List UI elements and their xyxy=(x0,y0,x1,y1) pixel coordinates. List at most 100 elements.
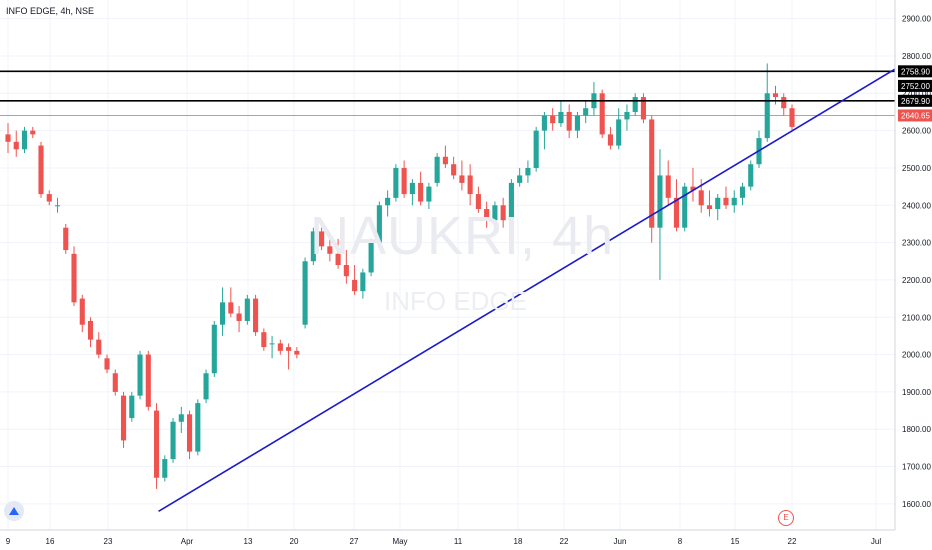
candle-body xyxy=(715,197,721,210)
candle-body xyxy=(87,320,94,340)
price-tick-label: 2000.00 xyxy=(902,351,931,360)
candle-body xyxy=(698,190,704,206)
candle-body xyxy=(583,108,589,116)
candle-body xyxy=(319,231,325,247)
price-axis[interactable]: 1600.00 1700.00 1800.00 1900.00 2000.00 2100.… xyxy=(894,0,932,530)
candle-body xyxy=(739,186,746,198)
candle-body xyxy=(253,298,259,333)
price-level-tag xyxy=(898,109,932,122)
candle-body xyxy=(558,111,564,124)
price-tick-label: 2200.00 xyxy=(902,276,931,285)
candle-body xyxy=(706,205,713,210)
candle-body xyxy=(657,175,663,228)
candle-body xyxy=(129,395,135,419)
candle-body xyxy=(244,298,250,321)
candle-body xyxy=(665,175,671,198)
candle-body xyxy=(459,175,465,183)
time-axis[interactable]: 9 16 23 Apr 13 20 27 May 11 18 22 Jun 8 15 22 Jul xyxy=(0,529,895,546)
price-tick-label: 2100.00 xyxy=(902,313,931,322)
candle-body xyxy=(79,298,85,325)
candle-body xyxy=(145,354,151,407)
candle-body xyxy=(517,175,523,183)
time-tick-label: 22 xyxy=(560,537,569,546)
candle-body xyxy=(178,414,184,422)
candle-body xyxy=(607,134,614,146)
time-tick-label: 23 xyxy=(104,537,113,546)
candle-body xyxy=(616,119,622,146)
candle-body xyxy=(360,272,366,292)
candle-body xyxy=(368,242,374,273)
candle-body xyxy=(442,156,448,165)
time-tick-label: 18 xyxy=(514,537,523,546)
time-tick-label: Jun xyxy=(614,537,627,546)
candle-body xyxy=(731,197,737,206)
candle-body xyxy=(492,205,498,221)
price-tick-label: 2600.00 xyxy=(902,127,931,136)
price-level-label: 2640.65 xyxy=(901,111,930,120)
price-tick-label: 2500.00 xyxy=(902,164,931,173)
candle-body xyxy=(203,373,209,400)
candle-body xyxy=(426,186,432,202)
grid xyxy=(0,0,895,530)
candle-body xyxy=(38,145,44,195)
time-tick-label: 13 xyxy=(244,537,253,546)
watermark-symbol: NAUKRI, 4h xyxy=(310,206,615,266)
chart-title: INFO EDGE, 4h, NSE xyxy=(6,6,95,16)
candle-body xyxy=(335,253,341,265)
candle-body xyxy=(162,459,168,478)
level-lines xyxy=(0,68,896,513)
candle-body xyxy=(401,167,407,195)
time-tick-label: 22 xyxy=(788,537,797,546)
candle-body xyxy=(211,324,217,374)
price-tick-label: 1600.00 xyxy=(902,500,931,509)
price-level-label: 2752.00 xyxy=(901,82,930,91)
candle-body xyxy=(789,108,795,127)
candle-body xyxy=(541,115,547,131)
candle-body xyxy=(269,343,275,345)
candle-body xyxy=(71,253,77,303)
tradingview-logo-icon[interactable] xyxy=(4,501,24,521)
candle-body xyxy=(170,421,176,460)
candle-body xyxy=(46,194,52,202)
candle-body xyxy=(376,205,382,243)
candle-body xyxy=(137,354,143,396)
price-level-label: 2758.90 xyxy=(901,67,930,76)
candle-body xyxy=(343,265,349,277)
candle-body xyxy=(327,246,333,254)
price-tick-label: 2300.00 xyxy=(902,239,931,248)
earnings-badge[interactable]: E xyxy=(778,510,794,526)
candle-body xyxy=(508,182,514,221)
candle-body xyxy=(533,130,539,168)
candle-body xyxy=(418,182,424,202)
candle-body xyxy=(723,197,729,206)
candle-body xyxy=(393,167,399,198)
candle-body xyxy=(467,175,473,195)
candle-body xyxy=(352,279,358,292)
candles xyxy=(5,63,795,489)
price-tick-label: 1800.00 xyxy=(902,425,931,434)
candle-body xyxy=(599,93,605,135)
candle-body xyxy=(673,197,680,228)
candle-body xyxy=(525,167,531,176)
candle-body xyxy=(434,156,440,183)
candle-body xyxy=(153,410,160,478)
candle-body xyxy=(96,339,102,355)
candle-body xyxy=(228,302,234,314)
time-tick-label: 11 xyxy=(454,537,463,546)
candle-body xyxy=(632,97,638,112)
candle-body xyxy=(566,111,572,131)
time-tick-label: 20 xyxy=(290,537,299,546)
candle-body xyxy=(484,209,490,221)
time-tick-label: 27 xyxy=(350,537,359,546)
candle-body xyxy=(54,205,61,207)
candle-body xyxy=(13,141,19,150)
candle-body xyxy=(310,231,316,262)
price-tick-label: 2900.00 xyxy=(902,15,931,24)
candle-body xyxy=(748,164,754,187)
candle-body xyxy=(550,115,556,124)
candle-body xyxy=(682,186,688,228)
price-level-tag xyxy=(898,65,932,78)
price-level-tag xyxy=(898,94,932,107)
price-tick-label: 2400.00 xyxy=(902,201,931,210)
